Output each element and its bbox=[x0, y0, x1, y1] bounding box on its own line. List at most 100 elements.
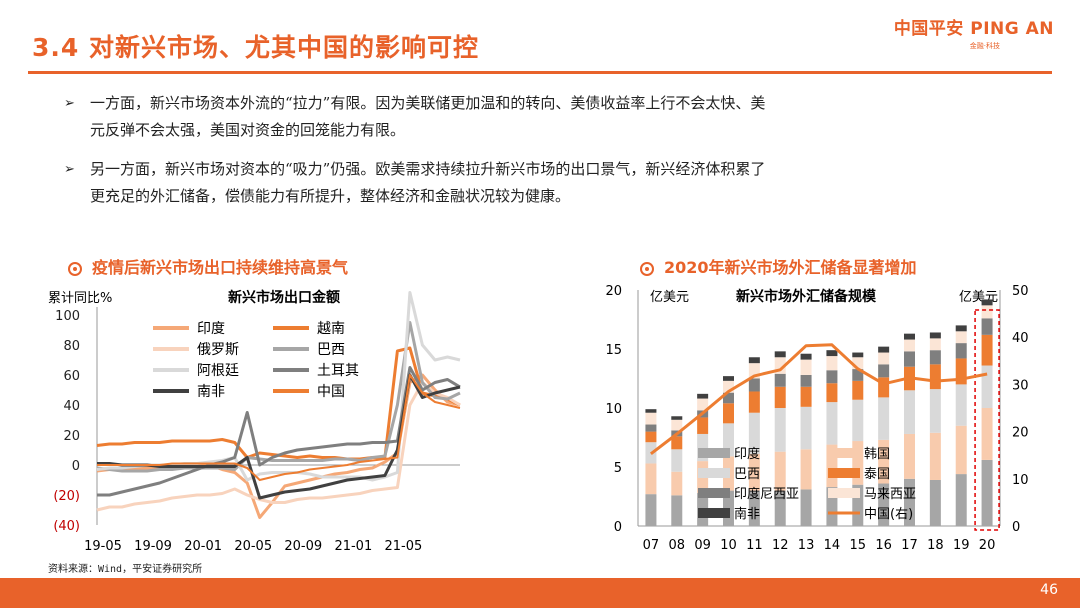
legend-swatch bbox=[698, 468, 730, 478]
stacked-bar-segment bbox=[723, 392, 734, 404]
legend-label: 阿根廷 bbox=[197, 363, 239, 379]
stacked-bar-segment bbox=[904, 390, 915, 434]
x-tick-label: 19-05 bbox=[84, 539, 122, 554]
stacked-bar-segment bbox=[904, 433, 915, 479]
stacked-bar-segment bbox=[955, 331, 967, 344]
legend-label: 马来西亚 bbox=[864, 487, 916, 502]
x-tick-label: 11 bbox=[746, 538, 763, 553]
footer-bar bbox=[0, 578, 1080, 608]
stacked-bar-segment bbox=[852, 357, 864, 370]
stacked-bar-segment bbox=[748, 454, 760, 491]
series-line bbox=[96, 381, 461, 512]
legend-label: 巴西 bbox=[317, 342, 345, 358]
x-tick-label: 20 bbox=[979, 538, 996, 553]
stacked-bar-segment bbox=[800, 386, 812, 407]
stacked-bar-segment bbox=[826, 383, 838, 403]
stacked-bar-segment bbox=[929, 432, 941, 480]
stacked-bar-segment bbox=[852, 399, 864, 442]
legend-swatch bbox=[698, 508, 730, 518]
stacked-bar-segment bbox=[981, 408, 993, 460]
stacked-bar-segment bbox=[800, 489, 812, 526]
stacked-bar-segment bbox=[774, 408, 786, 452]
arrow-bullet-icon: ➢ bbox=[64, 162, 75, 177]
stacked-bar-segment bbox=[904, 351, 915, 367]
right-section-title: 2020年新兴市场外汇储备显著增加 bbox=[640, 254, 917, 278]
source-note: 资料来源：Wind，平安证券研究所 bbox=[48, 564, 203, 575]
x-tick-label: 20-01 bbox=[184, 539, 222, 554]
stacked-bar-segment bbox=[904, 478, 915, 526]
stacked-bar-segment bbox=[878, 352, 890, 365]
stacked-bar-segment bbox=[981, 365, 993, 408]
stacked-bar-segment bbox=[955, 384, 967, 426]
target-icon bbox=[640, 262, 654, 276]
legend-label: 印度 bbox=[197, 321, 225, 337]
y-axis-label: 累计同比% bbox=[48, 291, 112, 306]
stacked-bar-segment bbox=[826, 487, 838, 526]
stacked-bar-segment bbox=[723, 380, 734, 393]
y-tick-label: (40) bbox=[53, 519, 80, 534]
legend-label: 韩国 bbox=[864, 447, 890, 462]
stacked-bar-segment bbox=[748, 391, 760, 413]
legend-label: 南非 bbox=[197, 384, 225, 400]
legend-label: 南非 bbox=[734, 506, 760, 522]
left-tick-label: 20 bbox=[605, 284, 622, 299]
x-tick-label: 21-05 bbox=[385, 539, 423, 554]
y-tick-label: 20 bbox=[63, 429, 80, 444]
stacked-bar-segment bbox=[800, 374, 812, 387]
stacked-bar-segment bbox=[981, 299, 993, 306]
x-tick-label: 12 bbox=[772, 538, 789, 553]
stacked-bar-segment bbox=[645, 431, 657, 443]
legend-label: 印度尼西亚 bbox=[734, 486, 799, 502]
legend-swatch bbox=[828, 448, 860, 458]
logo-sub: 金融·科技 bbox=[969, 42, 1000, 50]
stacked-bar-segment bbox=[929, 350, 941, 365]
stacked-bar-segment bbox=[671, 471, 683, 496]
stacked-bar-segment bbox=[826, 356, 838, 371]
stacked-bar-segment bbox=[852, 369, 864, 381]
left-tick-label: 5 bbox=[614, 461, 622, 476]
x-tick-label: 20-05 bbox=[234, 539, 272, 554]
stacked-bar-segment bbox=[697, 417, 709, 434]
stacked-bar-segment bbox=[955, 425, 967, 475]
bullet-line: 一方面，新兴市场资本外流的“拉力”有限。因为美联储更加温和的转向、美债收益率上行… bbox=[90, 94, 766, 112]
legend-label: 土耳其 bbox=[317, 363, 359, 379]
right-tick-label: 20 bbox=[1012, 426, 1029, 441]
stacked-bar-segment bbox=[774, 490, 786, 526]
left-section-title-text: 疫情后新兴市场出口持续维持高景气 bbox=[92, 258, 349, 277]
x-tick-label: 09 bbox=[694, 538, 711, 553]
stacked-bar-segment bbox=[748, 490, 760, 526]
series-line bbox=[96, 321, 461, 473]
bullet-line: 更充足的外汇储备，偿债能力有所提升，整体经济和金融状况较为健康。 bbox=[90, 187, 571, 205]
left-section-title: 疫情后新兴市场出口持续维持高景气 bbox=[68, 254, 348, 278]
stacked-bar-segment bbox=[800, 449, 812, 490]
stacked-bar-segment bbox=[904, 333, 915, 340]
stacked-bar-segment bbox=[723, 423, 734, 457]
stacked-bar-segment bbox=[671, 449, 683, 472]
right-tick-label: 10 bbox=[1012, 473, 1029, 488]
bullet-line: 另一方面，新兴市场对资本的“吸力”仍强。欧美需求持续拉升新兴市场的出口景气，新兴… bbox=[90, 160, 766, 178]
legend-label: 越南 bbox=[317, 321, 345, 337]
stacked-bar-segment bbox=[929, 332, 941, 339]
x-tick-label: 20-09 bbox=[284, 539, 322, 554]
stacked-bar-segment bbox=[955, 325, 967, 332]
legend-label: 中国 bbox=[317, 384, 345, 400]
bullet-list: ➢ 一方面，新兴市场资本外流的“拉力”有限。因为美联储更加温和的转向、美债收益率… bbox=[64, 90, 1034, 222]
series-line bbox=[97, 374, 461, 481]
logo: 中国平安 PING AN 金融·科技 bbox=[894, 14, 1054, 51]
stacked-bar-segment bbox=[774, 451, 786, 491]
arrow-bullet-icon: ➢ bbox=[64, 96, 75, 111]
stacked-bar-segment bbox=[878, 397, 890, 440]
stacked-bar-segment bbox=[955, 343, 967, 359]
china-reserve-line bbox=[649, 343, 988, 455]
export-line-chart: 累计同比% 新兴市场出口金额 100 80 60 40 20 0 (20) (40) 19-05 19… bbox=[48, 289, 461, 554]
stacked-bar-segment bbox=[826, 350, 838, 357]
stacked-bar-segment bbox=[671, 495, 683, 526]
stacked-bar-segment bbox=[878, 483, 890, 526]
bullet-item: ➢ 一方面，新兴市场资本外流的“拉力”有限。因为美联储更加温和的转向、美债收益率… bbox=[64, 90, 1034, 144]
y-tick-label: 40 bbox=[63, 399, 80, 414]
stacked-bar-segment bbox=[981, 334, 993, 366]
stacked-bar-segment bbox=[981, 305, 993, 319]
stacked-bar-segment bbox=[929, 479, 941, 526]
chart-title: 新兴市场外汇储备规模 bbox=[736, 288, 877, 305]
